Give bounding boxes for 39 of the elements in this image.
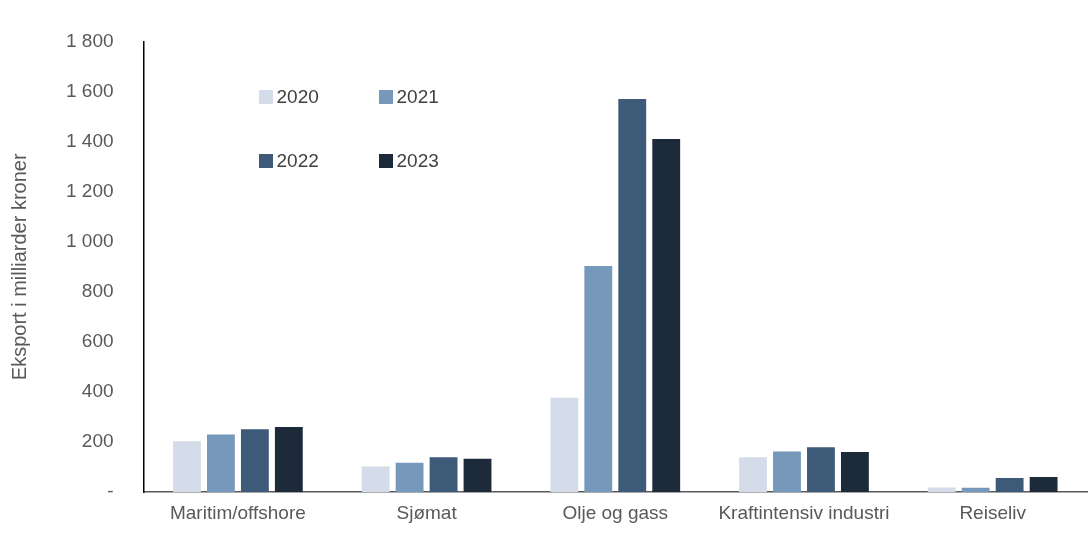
y-tick-label: - — [107, 480, 114, 502]
bar — [463, 458, 492, 493]
bar — [584, 266, 613, 493]
y-tick-label: 1 600 — [66, 79, 114, 101]
bar — [274, 427, 303, 493]
bar — [927, 487, 956, 493]
bar — [840, 451, 869, 493]
y-tick-label: 1 000 — [66, 229, 114, 251]
bar — [361, 466, 390, 493]
y-tick-label: 400 — [81, 380, 114, 402]
x-tick-label: Maritim/offshore — [169, 501, 306, 523]
bar — [173, 441, 201, 493]
bar — [1029, 476, 1058, 493]
legend-label: 2021 — [396, 86, 439, 109]
bar — [240, 429, 269, 493]
y-tick-label: 800 — [81, 280, 114, 302]
x-tick-label: Reiseliv — [959, 501, 1027, 523]
y-tick-label: 1 800 — [66, 29, 114, 51]
bar — [429, 457, 458, 493]
y-axis-title: Eksport i milliarder kroner — [7, 153, 30, 381]
x-tick-label: Sjømat — [396, 501, 458, 523]
bar — [739, 457, 767, 493]
bar — [995, 477, 1024, 493]
legend-label: 2022 — [276, 150, 319, 173]
legend-label: 2020 — [276, 86, 319, 109]
y-tick-label: 1 200 — [66, 179, 114, 201]
y-tick-label: 200 — [81, 430, 114, 452]
x-tick-label: Kraftintensiv industri — [718, 501, 890, 523]
bar — [550, 397, 579, 493]
bar — [206, 434, 235, 493]
bar — [652, 139, 681, 493]
x-tick-label: Olje og gass — [562, 501, 669, 523]
y-tick-label: 600 — [81, 330, 114, 352]
legend-label: 2023 — [396, 150, 439, 173]
bar — [618, 99, 647, 493]
bar — [807, 447, 835, 493]
y-tick-label: 1 400 — [66, 129, 114, 151]
bar — [395, 462, 424, 493]
bar — [773, 451, 801, 493]
